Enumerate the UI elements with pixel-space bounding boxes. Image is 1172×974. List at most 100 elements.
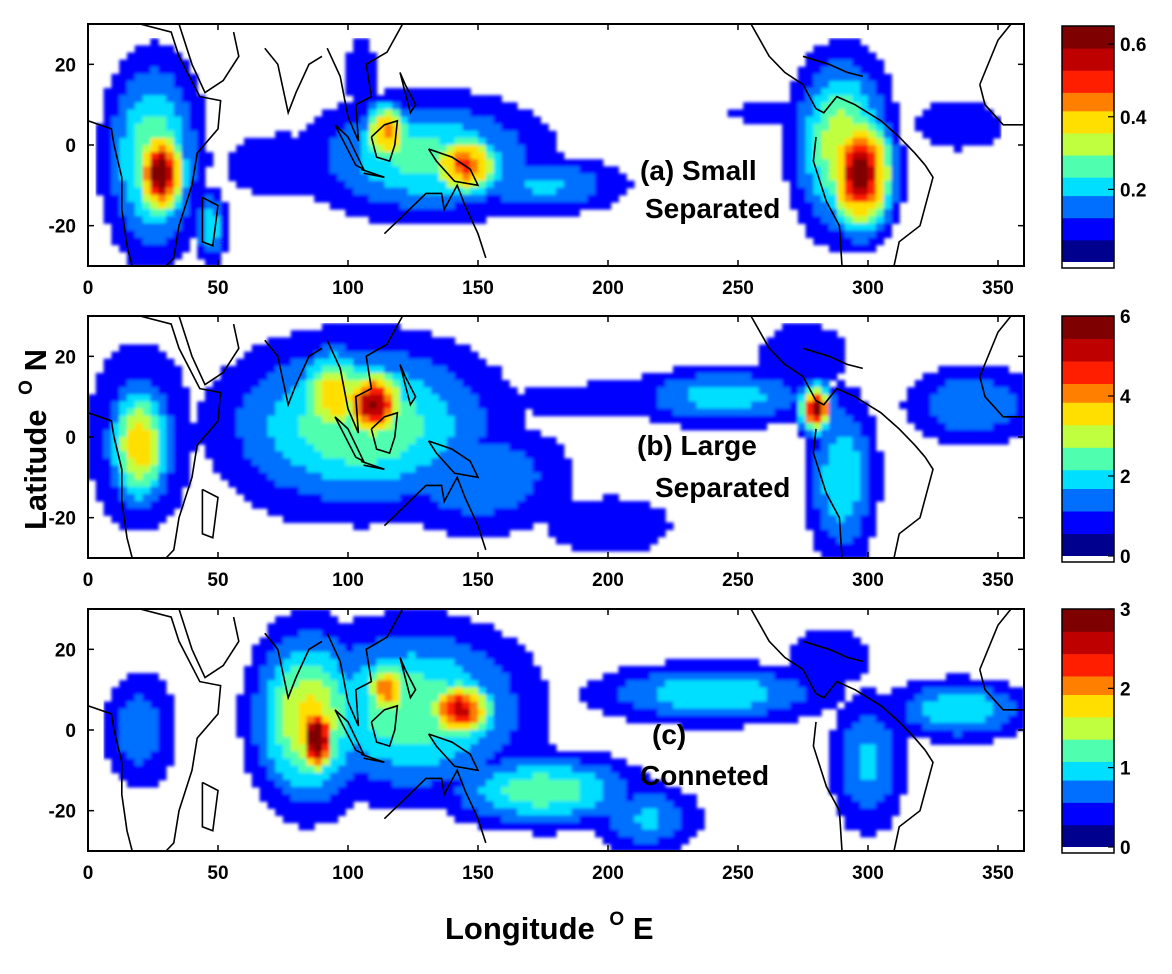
colorbar-segment	[1062, 184, 1114, 189]
heat-cell	[431, 616, 440, 624]
heat-cell	[556, 152, 565, 160]
heat-cell	[790, 123, 799, 132]
heat-cell	[368, 486, 378, 495]
heat-cell	[563, 493, 573, 502]
heat-cell	[899, 152, 908, 160]
heat-cell	[275, 137, 284, 146]
heat-cell	[641, 543, 651, 552]
heat-cell	[329, 323, 339, 331]
heat-cell	[439, 187, 448, 196]
heat-cell	[829, 344, 838, 353]
heat-cell	[532, 673, 541, 681]
heat-cell	[166, 166, 175, 175]
heat-cell	[119, 201, 128, 210]
heat-cell	[111, 95, 120, 103]
heat-cell	[111, 351, 120, 360]
heat-cell	[298, 401, 307, 410]
heat-cell	[868, 479, 877, 488]
heat-cell	[306, 159, 315, 167]
heat-cell	[267, 173, 276, 182]
heat-cell	[485, 429, 495, 438]
heat-cell	[829, 372, 838, 381]
heat-cell	[439, 116, 448, 125]
heat-cell	[517, 665, 526, 674]
heat-cell	[111, 486, 120, 495]
heat-cell	[844, 194, 853, 203]
heat-cell	[883, 216, 892, 224]
heat-cell	[634, 501, 643, 509]
heat-cell	[587, 380, 596, 388]
heat-cell	[314, 616, 323, 624]
heat-cell	[158, 380, 167, 388]
heat-cell	[407, 380, 417, 388]
heat-cell	[236, 415, 245, 424]
heat-cell	[938, 422, 947, 431]
heat-cell	[353, 145, 362, 153]
heat-cell	[907, 394, 916, 403]
heat-cell	[392, 637, 401, 646]
heat-cell	[166, 159, 175, 167]
heat-cell	[805, 665, 814, 674]
heat-cell	[134, 59, 144, 68]
heat-cell	[618, 529, 627, 538]
heat-cell	[977, 422, 986, 431]
heat-cell	[470, 458, 479, 467]
heat-cell	[431, 201, 440, 210]
heat-cell	[821, 337, 830, 346]
heat-cell	[322, 486, 331, 495]
heat-cell	[314, 673, 323, 681]
heat-cell	[353, 180, 362, 189]
heat-cell	[392, 387, 401, 395]
heat-cell	[813, 543, 822, 552]
heat-cell	[634, 515, 643, 524]
heat-cell	[774, 116, 783, 125]
heat-cell	[899, 173, 908, 182]
heat-cell	[384, 708, 393, 717]
heat-cell	[267, 159, 276, 167]
heat-cell	[805, 358, 814, 367]
heat-cell	[797, 658, 807, 667]
heat-cell	[868, 486, 877, 495]
heat-cell	[134, 180, 144, 189]
heat-cell	[836, 401, 846, 410]
heat-cell	[602, 194, 612, 203]
heat-cell	[860, 223, 869, 232]
heat-cell	[587, 501, 596, 509]
heat-cell	[150, 401, 159, 410]
heat-cell	[142, 444, 151, 452]
heat-cell	[236, 180, 245, 189]
heat-cell	[922, 422, 931, 431]
heat-cell	[415, 116, 424, 125]
heat-cell	[797, 109, 807, 118]
heat-cell	[267, 166, 276, 175]
heat-cell	[259, 152, 268, 160]
heat-cell	[602, 201, 612, 210]
heat-cell	[205, 187, 214, 196]
heat-cell	[485, 394, 495, 403]
heat-cell	[376, 201, 385, 210]
heat-cell	[345, 422, 354, 431]
heat-cell	[407, 166, 417, 175]
heat-cell	[220, 394, 229, 403]
heat-cell	[914, 387, 924, 395]
heat-cell	[790, 130, 799, 139]
heat-cell	[641, 380, 651, 388]
heat-cell	[556, 515, 565, 524]
heat-cell	[407, 486, 417, 495]
heat-cell	[181, 159, 190, 167]
heat-cell	[509, 680, 518, 688]
heat-cell	[290, 515, 300, 524]
heat-cell	[173, 479, 183, 488]
heat-cell	[829, 230, 838, 239]
heat-cell	[322, 109, 331, 118]
heat-cell	[829, 458, 838, 467]
colorbar-segment	[1062, 327, 1114, 332]
heat-cell	[821, 102, 830, 111]
heat-cell	[532, 708, 541, 717]
heat-cell	[852, 694, 861, 703]
heat-cell	[813, 80, 822, 89]
heat-cell	[524, 444, 534, 452]
heat-cell	[431, 173, 440, 182]
heat-cell	[244, 472, 253, 481]
heat-cell	[462, 88, 471, 96]
